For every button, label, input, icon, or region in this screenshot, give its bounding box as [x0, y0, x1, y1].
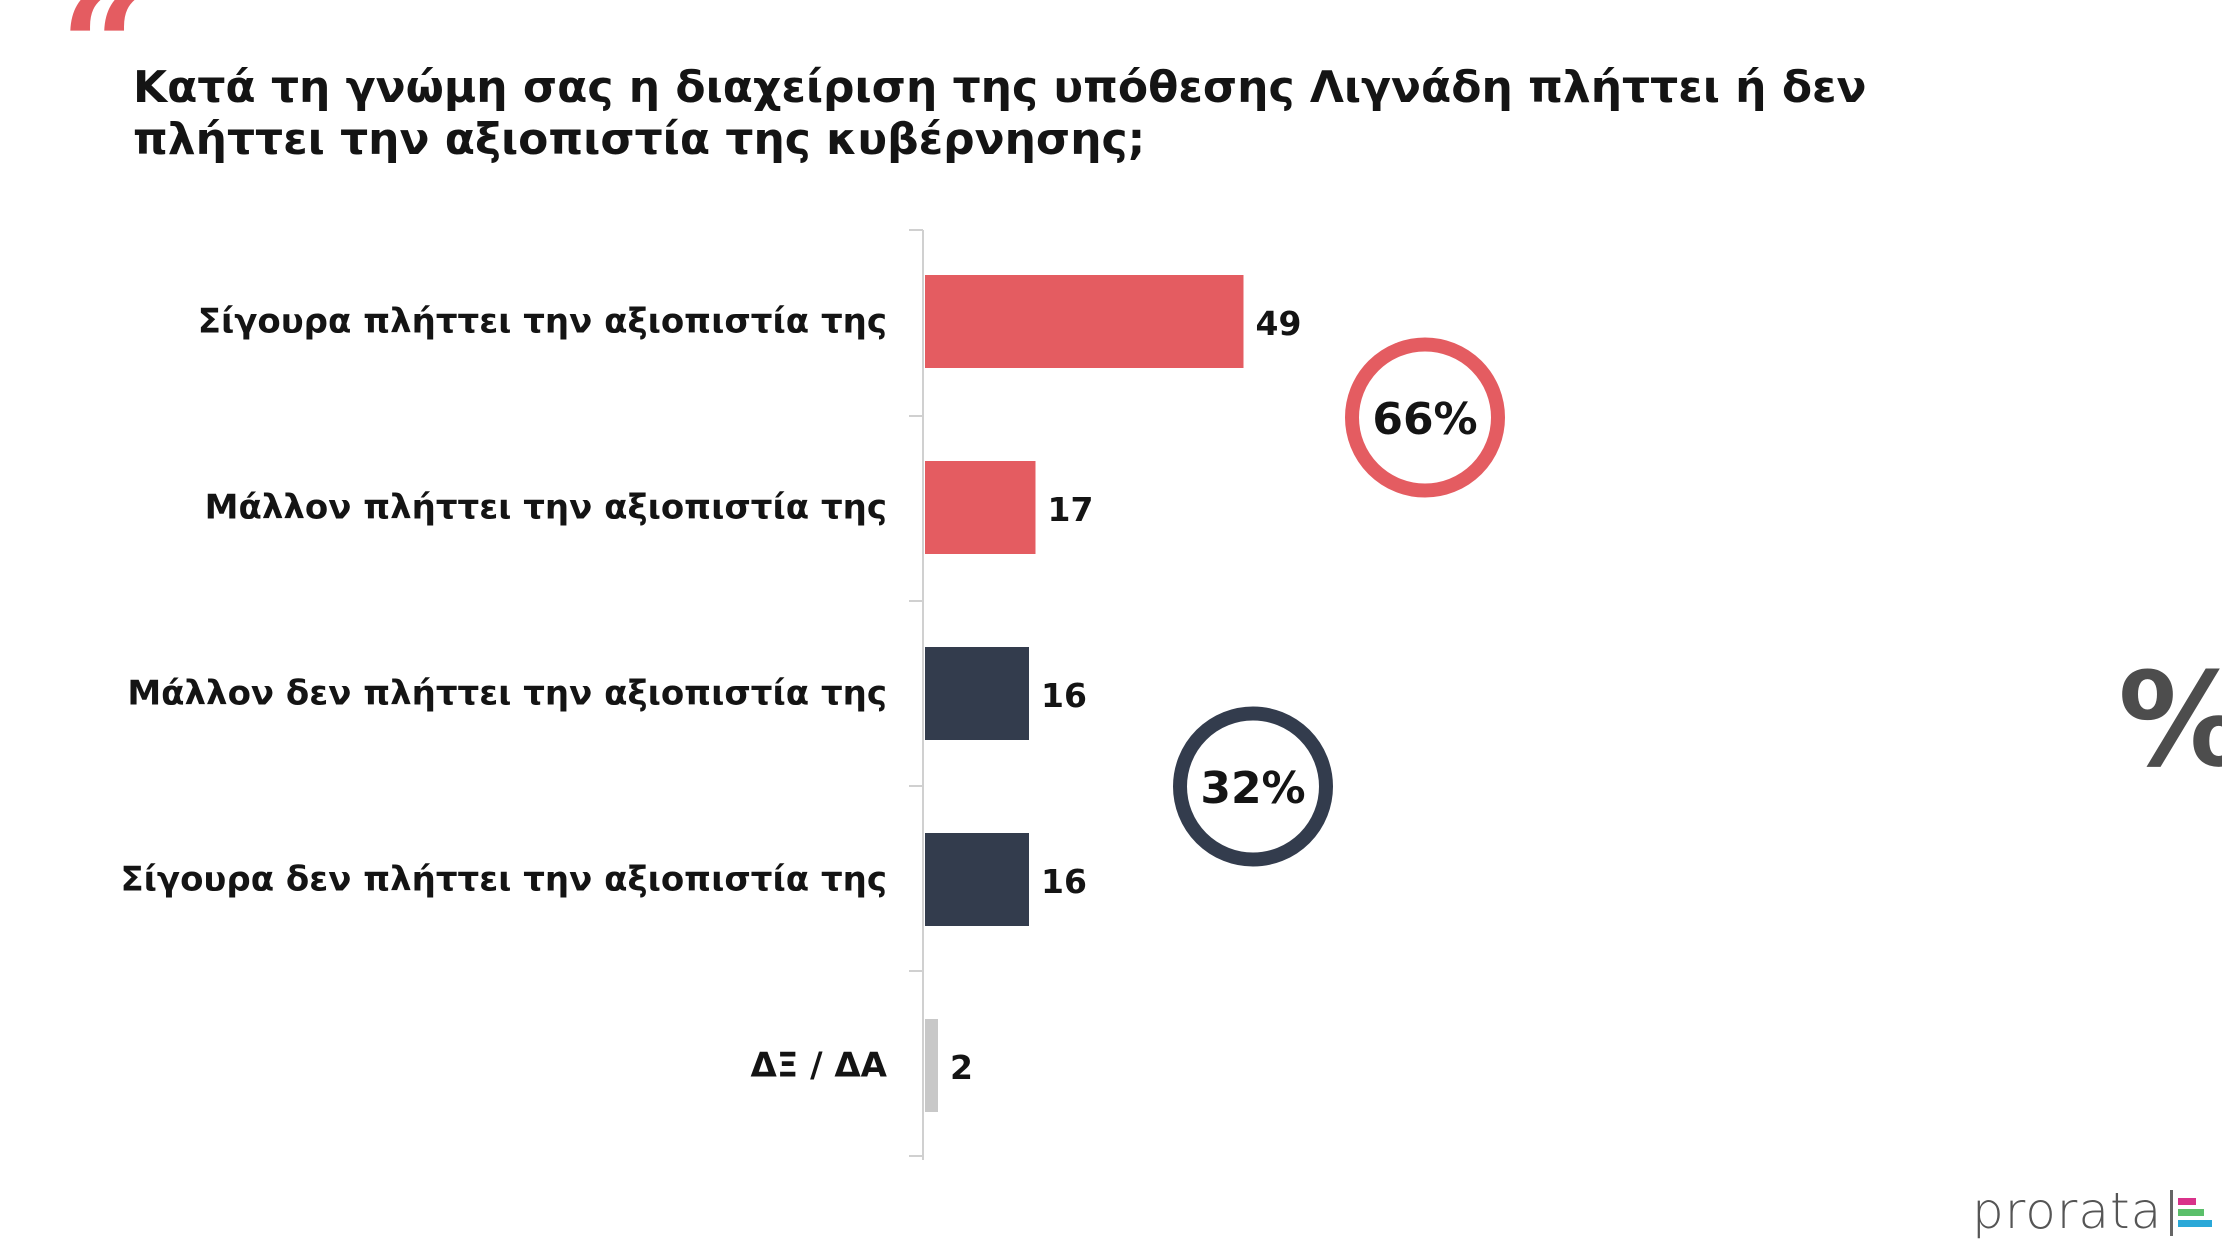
total-ring-label-2: 32% — [1200, 763, 1305, 814]
bar-4 — [925, 833, 1029, 926]
brand-name: prorata — [1972, 1182, 2163, 1240]
category-labels: Σίγουρα πλήττει την αξιοπιστία της Μάλλον… — [120, 302, 887, 1086]
value-label-5: 2 — [950, 1048, 973, 1087]
chart-title: Κατά τη γνώμη σας η διαχείριση της υπόθε… — [133, 62, 1867, 165]
total-ring-1 — [1345, 337, 1505, 498]
chart-axis — [909, 229, 924, 1160]
total-ring-2 — [1173, 706, 1333, 867]
category-label-1: Σίγουρα πλήττει την αξιοπιστία της — [198, 302, 887, 342]
value-label-4: 16 — [1041, 862, 1087, 901]
category-label-2: Μάλλον πλήττει την αξιοπιστία της — [205, 488, 887, 528]
value-label-2: 17 — [1048, 490, 1094, 529]
prorata-bars-icon — [2170, 1190, 2216, 1236]
bar-5 — [925, 1019, 938, 1112]
category-label-4: Σίγουρα δεν πλήττει την αξιοπιστία της — [120, 860, 887, 900]
value-labels: 49 17 16 16 2 — [950, 304, 1301, 1087]
prorata-logo: prorata — [1972, 1186, 2216, 1236]
chart-bars — [925, 275, 1244, 1112]
value-label-3: 16 — [1041, 676, 1087, 715]
category-label-5: ΔΞ / ΔΑ — [750, 1046, 887, 1086]
group-total-rings: 66% 32% — [1173, 337, 1505, 867]
bar-2 — [925, 461, 1036, 554]
quote-icon: “ — [60, 0, 147, 135]
total-ring-label-1: 66% — [1372, 394, 1477, 445]
percent-icon: % — [2118, 655, 2222, 785]
bar-3 — [925, 647, 1029, 740]
category-label-3: Μάλλον δεν πλήττει την αξιοπιστία της — [127, 674, 887, 714]
bar-1 — [925, 275, 1244, 368]
value-label-1: 49 — [1256, 304, 1302, 343]
